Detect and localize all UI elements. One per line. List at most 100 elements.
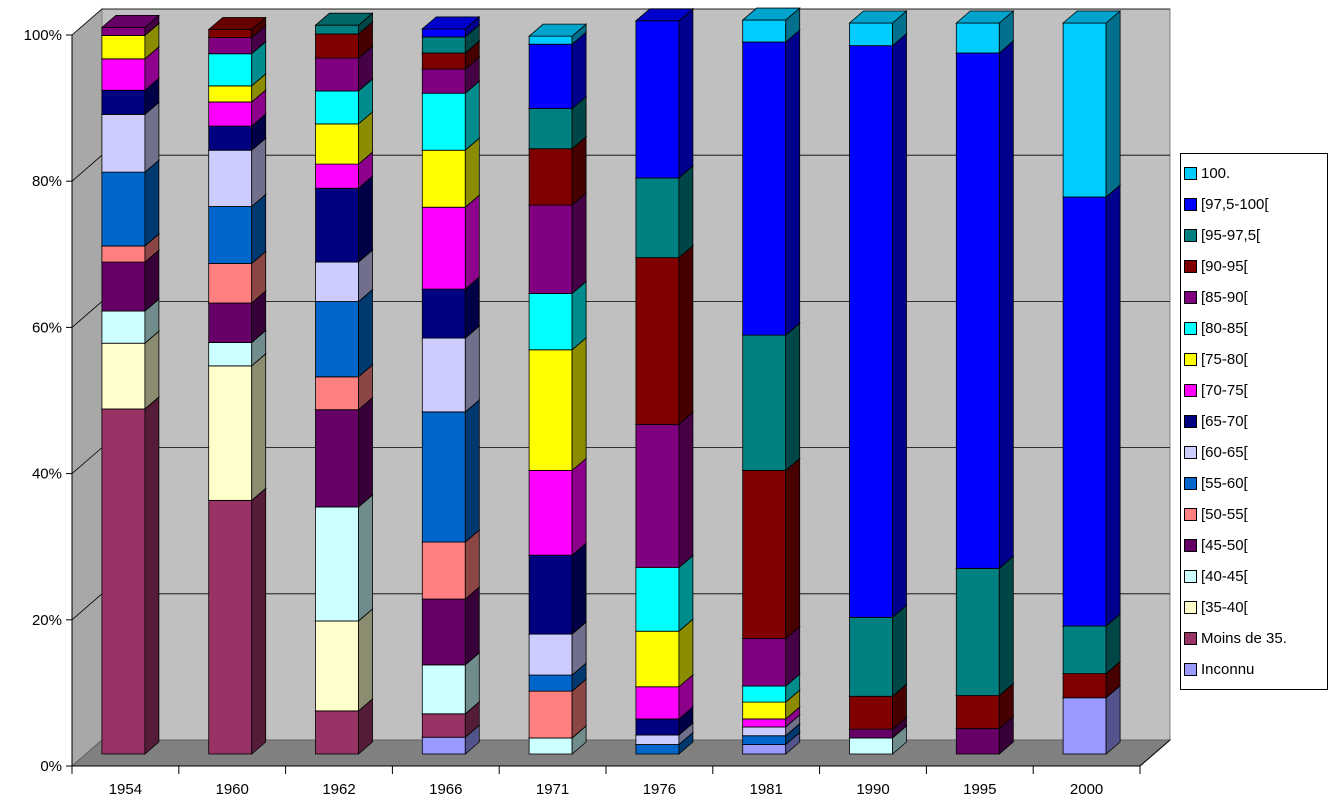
- bar-segment: [741, 457, 801, 640]
- bar-side-face: [571, 457, 587, 557]
- bar-side-face: [251, 487, 267, 755]
- bar-segment: [741, 7, 801, 43]
- legend-swatch: [1184, 601, 1197, 614]
- bar-segment: [528, 23, 588, 46]
- bar-segment: [848, 32, 908, 619]
- bar-segment: [528, 336, 588, 472]
- bar-top-face: [848, 10, 908, 24]
- bar-front-face: [421, 52, 466, 70]
- bar-side-face: [464, 586, 480, 666]
- legend-label: [80-85[: [1201, 320, 1248, 337]
- bar-front-face: [208, 342, 253, 367]
- bar-front-face: [742, 469, 787, 639]
- bar-front-face: [635, 686, 680, 720]
- bar-side-face: [358, 175, 373, 263]
- bar-front-face: [421, 736, 466, 755]
- bar-stack-2000: [1062, 10, 1122, 755]
- bar-segment: [848, 604, 908, 698]
- bar-side-face: [571, 336, 587, 472]
- bar-front-face: [742, 735, 787, 745]
- bar-front-face: [421, 664, 466, 715]
- bar-top-face: [528, 23, 588, 37]
- bar-front-face: [208, 125, 253, 151]
- bar-front-face: [849, 728, 893, 739]
- legend-label: Inconnu: [1201, 661, 1255, 678]
- bar-front-face: [101, 89, 146, 115]
- side-wall: [71, 7, 103, 768]
- bar-side-face: [571, 31, 587, 110]
- bar-front-face: [742, 41, 787, 336]
- bar-side-face: [678, 165, 694, 259]
- legend-item: [75-80[: [1184, 344, 1327, 375]
- bar-front-face: [101, 245, 146, 263]
- bar-side-face: [571, 542, 587, 635]
- bar-front-face: [742, 638, 787, 687]
- bar-front-face: [208, 263, 253, 304]
- bar-front-face: [315, 376, 359, 411]
- bars: [100, 7, 1122, 755]
- bar-front-face: [635, 257, 680, 425]
- bar-side-face: [358, 494, 373, 622]
- bar-front-face: [528, 43, 573, 109]
- legend-label: [65-70[: [1201, 413, 1248, 430]
- bar-front-face: [635, 718, 680, 736]
- bar-front-face: [849, 45, 893, 618]
- legend: 100. [97,5-100[[95-97,5[[90-95[[85-90[[80…: [1180, 153, 1328, 690]
- bar-front-face: [315, 163, 359, 189]
- bar-front-face: [208, 85, 253, 103]
- bar-front-face: [849, 695, 893, 730]
- bar-side-face: [358, 396, 373, 508]
- legend-swatch: [1184, 384, 1197, 397]
- bar-front-face: [315, 187, 359, 263]
- bar-front-face: [315, 33, 359, 59]
- bar-front-face: [849, 737, 893, 755]
- bar-front-face: [315, 710, 359, 755]
- bar-segment: [207, 250, 267, 304]
- bar-segment: [528, 192, 588, 295]
- bar-front-face: [635, 744, 680, 755]
- legend-item: [97,5-100[: [1184, 189, 1327, 220]
- bar-front-face: [421, 337, 466, 413]
- bar-front-face: [208, 101, 253, 127]
- axes: [66, 34, 1171, 774]
- bar-front-face: [1062, 625, 1107, 674]
- bar-segment: [314, 249, 374, 303]
- bar-stack-1971: [528, 23, 588, 755]
- bar-segment: [421, 194, 481, 290]
- bar-side-face: [785, 457, 801, 640]
- legend-swatch: [1184, 229, 1197, 242]
- bar-front-face: [528, 737, 573, 755]
- bar-side-face: [358, 288, 373, 378]
- legend-item: [60-65[: [1184, 437, 1327, 468]
- legend-label: [55-60[: [1201, 475, 1248, 492]
- legend-item: [40-45[: [1184, 561, 1327, 592]
- bar-stack-1960: [207, 16, 267, 755]
- bar-front-face: [528, 108, 573, 150]
- bar-segment: [741, 322, 801, 472]
- bar-front-face: [955, 695, 1000, 729]
- legend-label: 100.: [1201, 165, 1231, 182]
- bar-front-face: [421, 411, 466, 543]
- bar-front-face: [1062, 697, 1107, 755]
- bar-stack-1995: [955, 10, 1015, 755]
- bar-front-face: [421, 28, 466, 38]
- bar-segment: [100, 396, 160, 755]
- bar-front-face: [101, 261, 146, 312]
- bar-front-face: [742, 718, 787, 728]
- bar-side-face: [358, 608, 373, 712]
- bar-side-face: [998, 40, 1014, 570]
- x-tick-label: 1990: [856, 781, 889, 798]
- bar-front-face: [315, 123, 359, 165]
- legend-label: [90-95[: [1201, 258, 1248, 275]
- bar-side-face: [678, 7, 694, 179]
- bar-front-face: [528, 293, 573, 351]
- bar-segment: [528, 542, 588, 635]
- bar-side-face: [1105, 184, 1121, 627]
- bar-front-face: [101, 310, 146, 344]
- bar-stack-1954: [100, 14, 160, 755]
- y-tick-label: 80%: [32, 173, 62, 190]
- legend-item: [95-97,5[: [1184, 220, 1327, 251]
- bar-segment: [1062, 10, 1122, 198]
- legend-swatch: [1184, 353, 1197, 366]
